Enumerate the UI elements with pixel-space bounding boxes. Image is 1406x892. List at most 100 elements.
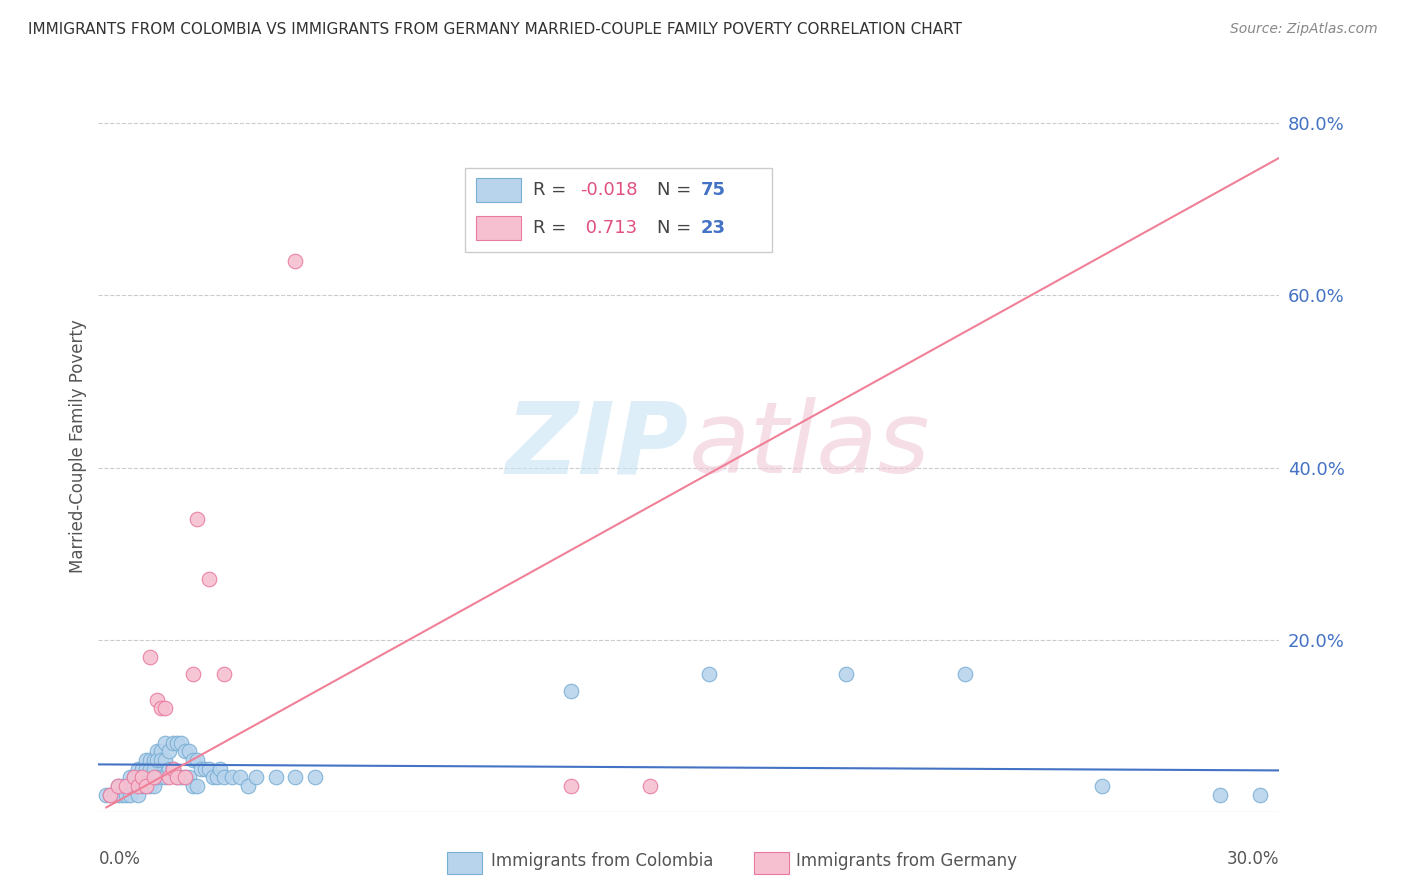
Point (697, 667, 720, 681)
Point (162, 762, 184, 776)
Point (284, 254, 307, 268)
Point (162, 762, 184, 776)
Point (304, 770, 326, 784)
Point (146, 770, 169, 784)
Point (118, 779, 141, 793)
Point (236, 779, 259, 793)
Point (135, 753, 157, 767)
Point (157, 744, 180, 758)
Point (174, 770, 197, 784)
Point (174, 744, 197, 758)
Point (560, 779, 582, 793)
Point (197, 573, 219, 587)
Point (190, 762, 212, 776)
Point (560, 684, 582, 698)
Point (127, 762, 149, 776)
Bar (477, 217, 522, 240)
Point (181, 753, 204, 767)
Point (194, 762, 217, 776)
Point (174, 770, 197, 784)
Point (835, 667, 858, 681)
Point (150, 770, 173, 784)
Point (118, 770, 141, 784)
Text: 30.0%: 30.0% (1227, 850, 1279, 869)
Point (142, 770, 165, 784)
FancyBboxPatch shape (464, 168, 772, 252)
Point (131, 770, 153, 784)
Point (150, 744, 173, 758)
Point (138, 762, 160, 776)
Text: 0.0%: 0.0% (98, 850, 141, 869)
Point (131, 770, 153, 784)
Text: atlas: atlas (689, 398, 931, 494)
Bar (754, 852, 789, 874)
Point (177, 744, 200, 758)
Point (186, 512, 208, 526)
Point (1091, 779, 1114, 793)
Point (205, 770, 228, 784)
Bar (477, 178, 522, 202)
Point (96, 788, 118, 802)
Point (214, 770, 236, 784)
Point (209, 762, 232, 776)
Point (135, 762, 157, 776)
Point (638, 779, 661, 793)
Point (157, 770, 180, 784)
Point (142, 762, 165, 776)
Point (221, 770, 243, 784)
Point (107, 779, 129, 793)
Point (98, 788, 121, 802)
Point (166, 770, 188, 784)
Point (142, 779, 165, 793)
Point (146, 744, 169, 758)
Point (150, 753, 173, 767)
Point (138, 779, 160, 793)
Point (155, 753, 177, 767)
Text: N =: N = (657, 181, 697, 199)
Bar (447, 852, 482, 874)
Point (166, 770, 188, 784)
Point (142, 753, 165, 767)
Point (245, 770, 267, 784)
Point (229, 770, 252, 784)
Point (181, 779, 204, 793)
Point (170, 770, 193, 784)
Point (170, 736, 193, 750)
Point (107, 779, 129, 793)
Point (953, 667, 976, 681)
Text: -0.018: -0.018 (581, 181, 638, 199)
Point (111, 779, 134, 793)
Text: 75: 75 (700, 181, 725, 199)
Point (135, 779, 157, 793)
Text: IMMIGRANTS FROM COLOMBIA VS IMMIGRANTS FROM GERMANY MARRIED-COUPLE FAMILY POVERT: IMMIGRANTS FROM COLOMBIA VS IMMIGRANTS F… (28, 22, 962, 37)
Point (155, 736, 177, 750)
Point (150, 701, 173, 715)
Point (138, 649, 160, 664)
Text: 0.713: 0.713 (581, 219, 637, 237)
Point (138, 753, 160, 767)
Point (181, 667, 204, 681)
Point (177, 770, 200, 784)
Point (186, 779, 208, 793)
Point (131, 779, 153, 793)
Text: R =: R = (533, 181, 572, 199)
Point (284, 770, 307, 784)
Point (115, 788, 138, 802)
Point (107, 788, 129, 802)
Point (264, 770, 287, 784)
Point (162, 736, 184, 750)
Y-axis label: Married-Couple Family Poverty: Married-Couple Family Poverty (69, 319, 87, 573)
Point (98, 788, 121, 802)
Point (127, 779, 149, 793)
Point (127, 770, 149, 784)
Point (1249, 788, 1271, 802)
Point (1209, 788, 1232, 802)
Point (111, 788, 134, 802)
Text: Immigrants from Colombia: Immigrants from Colombia (491, 853, 713, 871)
Point (122, 770, 145, 784)
Point (115, 779, 138, 793)
Point (186, 753, 208, 767)
Point (103, 788, 125, 802)
Point (166, 736, 188, 750)
Text: ZIP: ZIP (506, 398, 689, 494)
